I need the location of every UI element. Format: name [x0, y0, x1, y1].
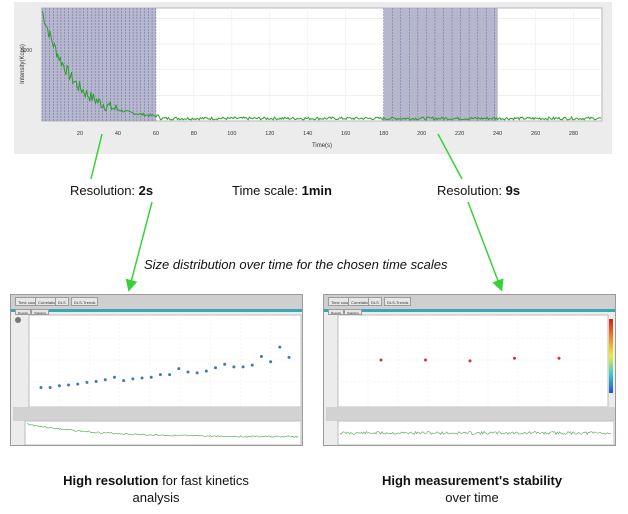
size-data-point — [232, 365, 236, 369]
mini-intensity-plot — [24, 420, 302, 445]
x-tick-label: 220 — [455, 131, 464, 137]
size-data-point — [85, 380, 89, 384]
size-data-point — [287, 355, 291, 359]
x-tick-labels: 20 40 60 80 100 120 140 160 180 200 220 240 260 280 — [77, 131, 578, 137]
size-data-point — [67, 383, 71, 387]
highlight-windows — [41, 8, 498, 121]
time-scale-value: 1min — [301, 183, 332, 198]
size-data-point — [76, 382, 80, 386]
resolution-left-value: 2s — [138, 183, 154, 198]
intensity-series-line — [41, 10, 602, 121]
size-data-point — [158, 373, 162, 377]
size-data-point — [131, 377, 135, 381]
x-axis-label: Time(s) — [312, 143, 332, 149]
size-data-point — [278, 345, 282, 349]
size-data-point — [57, 384, 61, 388]
time-scale-label: Time scale: — [232, 183, 302, 198]
accent-bar — [11, 309, 302, 312]
x-tick-label: 60 — [153, 131, 159, 137]
caption-right: High measurement's stability over time — [334, 472, 610, 506]
panel-left-canvas — [11, 295, 302, 445]
size-data-point — [149, 375, 153, 379]
toolbar-icon[interactable] — [15, 317, 21, 323]
software-panel-left: Time course Correlation DLS DLS-Trends R… — [10, 294, 303, 446]
caption-left-rest: for fast kinetics — [158, 473, 249, 488]
x-tick-label: 100 — [227, 131, 236, 137]
panel-right-canvas — [324, 295, 615, 445]
x-tick-label: 40 — [115, 131, 121, 137]
size-data-point — [468, 359, 472, 363]
size-data-point — [39, 386, 43, 390]
x-tick-label: 240 — [493, 131, 502, 137]
x-tick-label: 180 — [379, 131, 388, 137]
resolution-left: Resolution: 2s — [70, 183, 153, 198]
caption-left-line2: analysis — [132, 490, 180, 505]
size-data-point — [177, 367, 181, 371]
resolution-right: Resolution: 9s — [437, 183, 520, 198]
x-tick-label: 120 — [265, 131, 274, 137]
resolution-right-value: 9s — [505, 183, 521, 198]
size-data-point — [94, 380, 98, 383]
x-tick-label: 20 — [77, 131, 83, 137]
size-plot-area — [28, 314, 302, 408]
tab-dls-trends[interactable]: DLS-Trends — [384, 297, 412, 306]
caption-right-bold: High measurement's stability — [381, 473, 563, 488]
size-data-point — [557, 356, 561, 360]
size-data-point — [168, 373, 172, 377]
size-data-point — [48, 386, 52, 390]
subtab-statistics[interactable]: Statistics — [344, 309, 363, 315]
x-tick-label: 200 — [417, 131, 426, 137]
tab-dls[interactable]: DLS — [368, 297, 382, 306]
size-data-point — [140, 376, 144, 380]
size-data-point — [259, 355, 263, 359]
tab-dls[interactable]: DLS — [55, 297, 69, 306]
distribution-caption: Size distribution over time for the chos… — [144, 257, 448, 272]
size-data-point — [186, 370, 190, 374]
size-plot-area — [337, 314, 609, 408]
size-data-point — [513, 356, 516, 360]
accent-bar — [324, 309, 615, 312]
subtab-statistics[interactable]: Statistics — [31, 309, 50, 315]
software-panel-right: Time course Correlation DLS DLS-Trends R… — [323, 294, 616, 446]
time-scale: Time scale: 1min — [232, 183, 332, 198]
arrow-right-lower — [467, 201, 504, 292]
x-tick-label: 140 — [303, 131, 312, 137]
size-data-point — [122, 379, 126, 383]
x-tick-label: 160 — [341, 131, 350, 137]
size-data-point — [204, 369, 208, 373]
mini-intensity-plot — [337, 420, 615, 445]
subtab-results[interactable]: Results — [15, 309, 32, 315]
resolution-right-label: Resolution: — [437, 183, 506, 198]
caption-right-line2: over time — [445, 490, 499, 505]
x-tick-label: 260 — [531, 131, 540, 137]
size-data-point — [379, 358, 383, 362]
size-data-point — [241, 365, 245, 369]
x-tick-label: 280 — [569, 131, 578, 137]
size-data-point — [103, 378, 107, 382]
size-data-point — [250, 363, 254, 367]
y-tick-label: 5000 — [21, 48, 32, 54]
arrow-left-lower — [125, 201, 153, 292]
tab-dls-trends[interactable]: DLS-Trends — [71, 297, 99, 306]
subtab-results[interactable]: Results — [328, 309, 345, 315]
size-data-point — [424, 358, 427, 362]
size-data-point — [223, 362, 227, 366]
size-data-point — [195, 371, 199, 375]
intensity-time-chart: 20 40 60 80 100 120 140 160 180 200 220 240 260 280 5… — [14, 2, 612, 154]
y-axis-label: Intensity(Kcps) — [20, 44, 26, 84]
x-tick-label: 80 — [191, 131, 197, 137]
caption-left: High resolution for fast kinetics analys… — [18, 472, 294, 506]
resolution-left-label: Resolution: — [70, 183, 139, 198]
size-data-point — [269, 360, 273, 364]
color-scale-bar — [609, 319, 613, 393]
caption-left-bold: High resolution — [63, 473, 159, 488]
size-data-point — [112, 375, 116, 379]
size-data-point — [214, 366, 218, 370]
highlight-window-1 — [383, 8, 498, 121]
